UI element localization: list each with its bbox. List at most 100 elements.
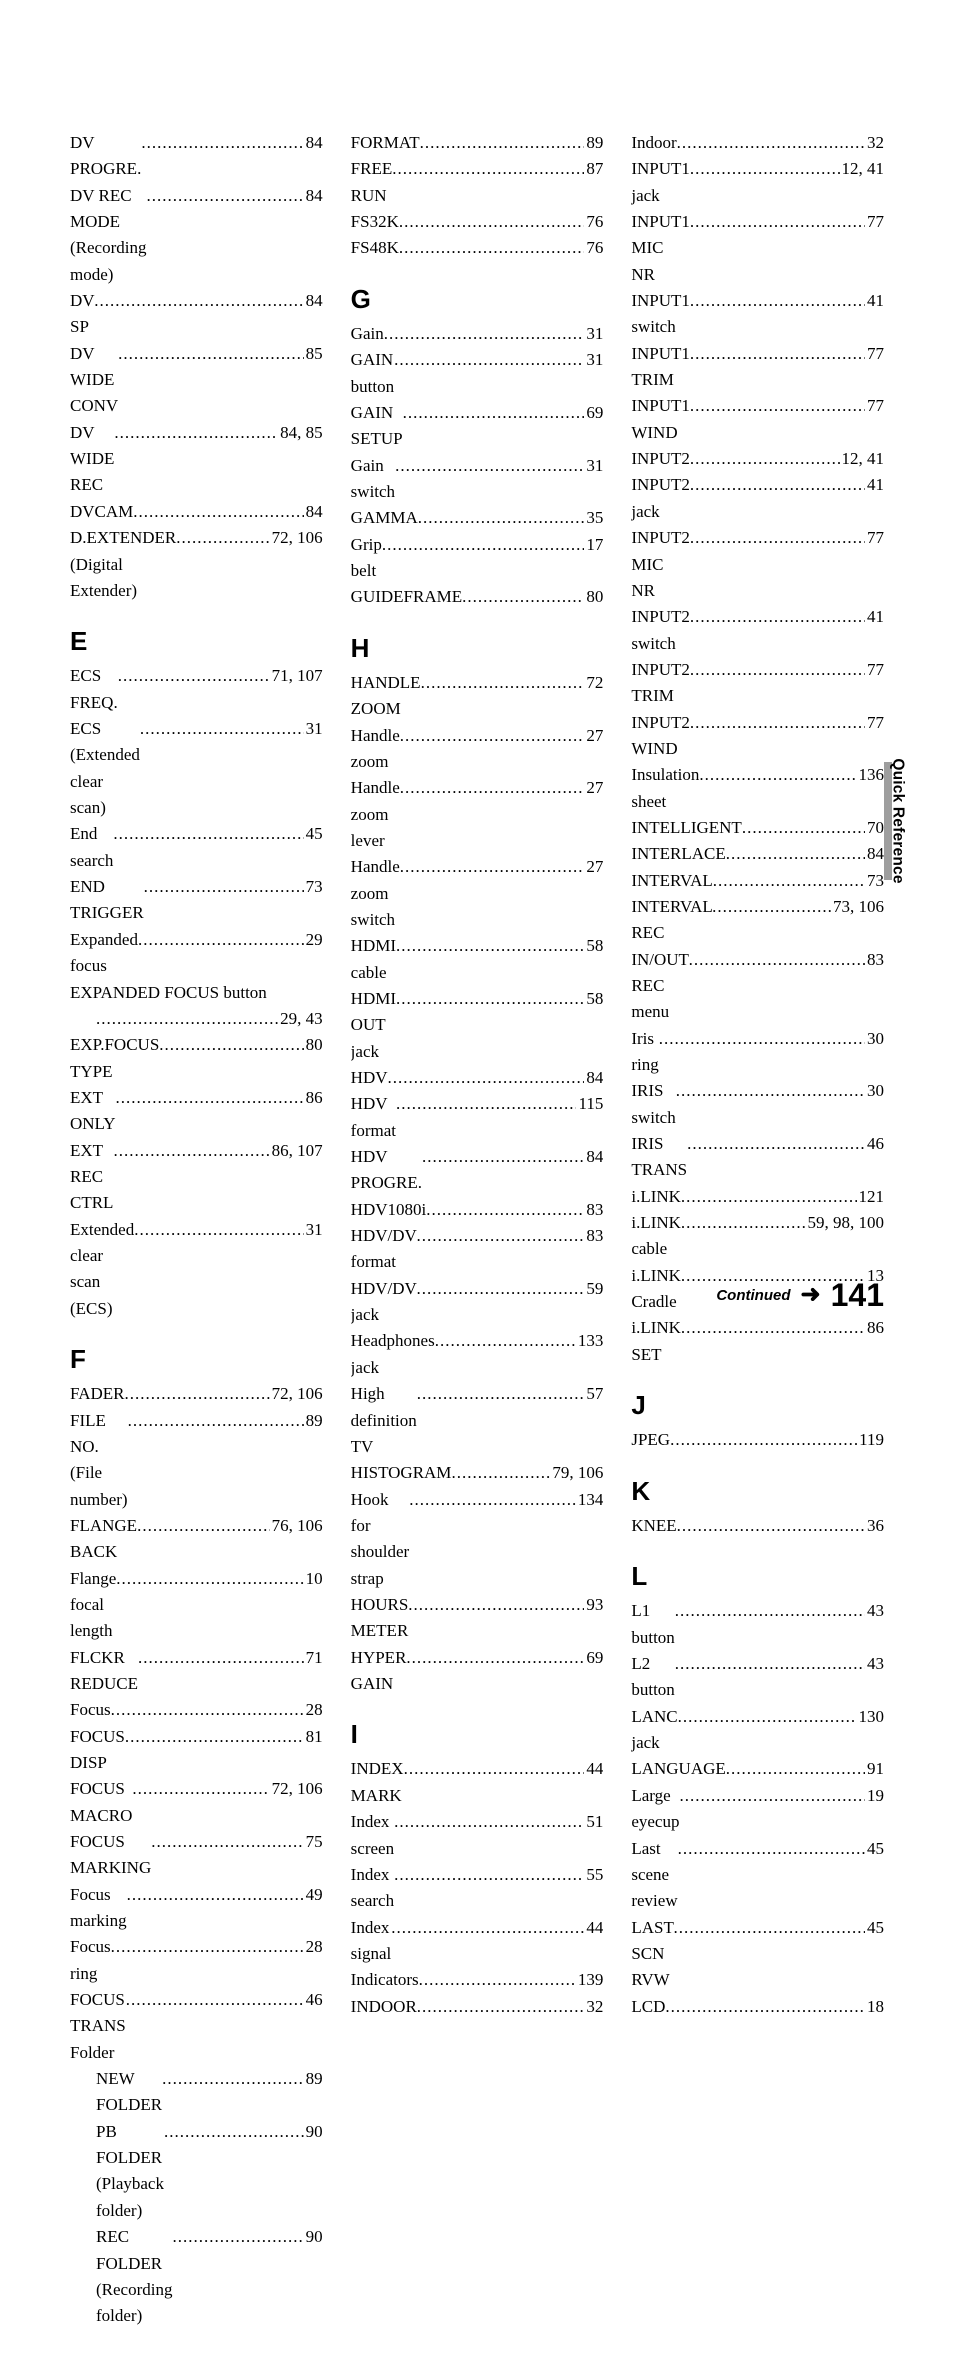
- index-entry: HANDLE ZOOM72: [351, 670, 604, 723]
- leader-dots: [726, 841, 865, 867]
- index-term: Expanded focus: [70, 927, 138, 980]
- index-entry: NEW FOLDER89: [70, 2066, 323, 2119]
- index-term: Gain switch: [351, 453, 395, 506]
- index-term: High definition TV: [351, 1381, 417, 1460]
- index-pages: 73: [304, 874, 323, 900]
- index-entry: GUIDEFRAME80: [351, 584, 604, 610]
- leader-dots: [394, 1809, 584, 1835]
- index-term: Index search: [351, 1862, 394, 1915]
- index-term: Handle zoom lever: [351, 775, 400, 854]
- leader-dots: [384, 321, 585, 347]
- index-pages: 31: [584, 453, 603, 479]
- index-pages: 45: [304, 821, 323, 847]
- index-pages: 31: [584, 347, 603, 373]
- page-number: 141: [831, 1279, 884, 1311]
- leader-dots: [690, 710, 865, 736]
- leader-dots: [690, 341, 865, 367]
- leader-dots: [681, 1315, 865, 1341]
- leader-dots: [426, 1197, 584, 1223]
- index-entry: HDV84: [351, 1065, 604, 1091]
- index-pages: 76: [584, 235, 603, 261]
- leader-dots: [164, 2119, 304, 2145]
- index-pages: 43: [865, 1651, 884, 1677]
- leader-dots: [678, 1704, 857, 1730]
- index-term: Extended clear scan (ECS): [70, 1217, 134, 1322]
- index-pages: 136: [857, 762, 885, 788]
- index-entry: INDOOR32: [351, 1994, 604, 2020]
- index-pages: 133: [576, 1328, 604, 1354]
- index-entry: INPUT1 TRIM77: [631, 341, 884, 394]
- index-pages: 28: [304, 1697, 323, 1723]
- index-entry: ECS FREQ.71, 107: [70, 663, 323, 716]
- index-entry: FILE NO. (File number)89: [70, 1408, 323, 1513]
- index-pages: 72, 106: [270, 525, 323, 551]
- index-pages: 80: [584, 584, 603, 610]
- index-term: HANDLE ZOOM: [351, 670, 421, 723]
- index-entry: GAIN button31: [351, 347, 604, 400]
- index-entry: L2 button43: [631, 1651, 884, 1704]
- leader-dots: [394, 347, 584, 373]
- index-term: Last scene review: [631, 1836, 677, 1915]
- leader-dots: [396, 986, 584, 1012]
- index-entry: Folder: [70, 2040, 323, 2066]
- leader-dots: [699, 762, 856, 788]
- leader-dots: [400, 775, 585, 801]
- index-pages: 139: [576, 1967, 604, 1993]
- index-pages: 76: [584, 209, 603, 235]
- leader-dots: [137, 1513, 270, 1539]
- index-term: GAMMA: [351, 505, 418, 531]
- leader-dots: [125, 1724, 304, 1750]
- index-entry: FREE RUN87: [351, 156, 604, 209]
- leader-dots: [114, 420, 278, 446]
- leader-dots: [690, 156, 840, 182]
- column-3: Indoor32INPUT1 jack12, 41INPUT1 MIC NR77…: [631, 130, 884, 2330]
- index-pages: 130: [857, 1704, 885, 1730]
- index-entry: DV REC MODE (Recording mode)84: [70, 183, 323, 288]
- index-term: INDOOR: [351, 1994, 417, 2020]
- index-pages: 71: [304, 1645, 323, 1671]
- index-pages: 29: [304, 927, 323, 953]
- index-pages: 72, 106: [270, 1776, 323, 1802]
- index-entry: EXT REC CTRL86, 107: [70, 1138, 323, 1217]
- index-pages: 121: [857, 1184, 885, 1210]
- leader-dots: [395, 453, 584, 479]
- index-entry: Large eyecup19: [631, 1783, 884, 1836]
- index-pages: 77: [865, 525, 884, 551]
- index-term: INTERLACE: [631, 841, 725, 867]
- index-term: HDV1080i: [351, 1197, 427, 1223]
- index-term: INDEX MARK: [351, 1756, 404, 1809]
- index-pages: 77: [865, 209, 884, 235]
- index-pages: 69: [584, 1645, 603, 1671]
- leader-dots: [382, 532, 585, 558]
- index-entry: Insulation sheet136: [631, 762, 884, 815]
- index-entry: INTERLACE84: [631, 841, 884, 867]
- index-pages: 59, 98, 100: [806, 1210, 885, 1236]
- leader-dots: [176, 525, 269, 551]
- leader-dots: [421, 670, 585, 696]
- leader-dots: [118, 341, 304, 367]
- section-head-i: I: [351, 1719, 604, 1750]
- index-pages: 91: [865, 1756, 884, 1782]
- index-pages: 86, 107: [270, 1138, 323, 1164]
- index-term: Indicators: [351, 1967, 419, 1993]
- index-pages: 18: [865, 1994, 884, 2020]
- leader-dots: [162, 2066, 304, 2092]
- index-entry: Index signal44: [351, 1915, 604, 1968]
- index-entry: HDV1080i83: [351, 1197, 604, 1223]
- leader-dots: [674, 1915, 865, 1941]
- index-entry: JPEG 119: [631, 1427, 884, 1453]
- index-entry: FLANGE BACK76, 106: [70, 1513, 323, 1566]
- leader-dots: [408, 1592, 584, 1618]
- index-term: ECS (Extended clear scan): [70, 716, 140, 821]
- index-pages: 58: [584, 933, 603, 959]
- index-term: JPEG: [631, 1427, 670, 1453]
- leader-dots: [396, 933, 584, 959]
- index-term: HYPER GAIN: [351, 1645, 407, 1698]
- index-entry: Handle zoom lever27: [351, 775, 604, 854]
- index-pages: 119: [857, 1427, 884, 1453]
- index-term: FADER: [70, 1381, 124, 1407]
- index-pages: 55: [584, 1862, 603, 1888]
- index-term: DV WIDE CONV: [70, 341, 118, 420]
- continued-label: Continued: [716, 1287, 790, 1304]
- leader-dots: [417, 1381, 585, 1407]
